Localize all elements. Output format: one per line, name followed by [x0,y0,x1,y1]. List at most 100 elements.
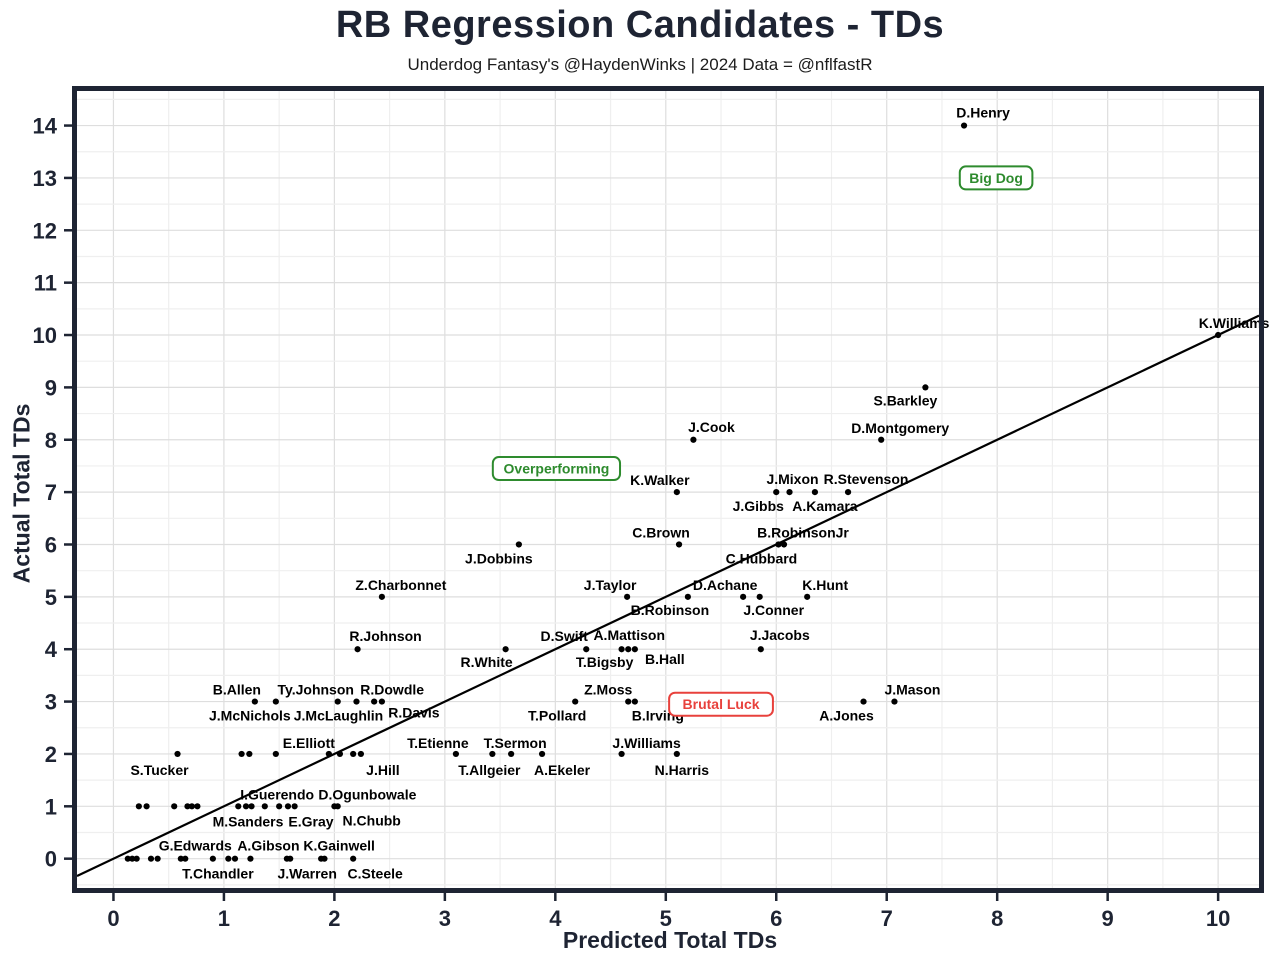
data-point [231,855,239,862]
data-point [378,593,385,600]
point-label: C.Steele [348,866,403,882]
data-point [325,750,332,758]
point-label: N.Chubb [343,812,401,828]
point-label: J.Mixon [766,471,818,487]
data-point [538,750,546,758]
y-tick-label: 14 [33,114,58,139]
data-point [272,698,279,705]
y-tick-label: 13 [33,166,57,191]
point-label: J.Mason [884,682,940,698]
data-point [124,855,131,862]
data-point [225,855,232,862]
data-point [133,855,140,862]
panel-border [72,86,1264,893]
point-label: R.Davis [388,705,440,721]
data-point [775,541,782,548]
y-tick-label: 2 [45,742,57,767]
data-point [631,646,638,653]
data-point [184,803,191,810]
point-label: K.Walker [630,472,690,488]
data-point [291,803,298,810]
x-tick-label: 4 [549,906,562,931]
point-label: J.Hill [366,762,399,778]
point-label: T.Chandler [182,866,254,882]
data-point [334,803,341,810]
annotation-label: Overperforming [504,461,610,477]
data-point [371,698,378,705]
point-label: Z.Charbonnet [355,577,446,593]
annotation-label: Big Dog [969,170,1023,186]
data-point [154,855,161,862]
data-point [780,541,788,548]
data-point [235,803,242,810]
y-tick-label: 1 [45,794,57,819]
point-label: D.Ogunbowale [318,786,416,802]
identity-line [76,314,1260,877]
data-point [625,698,632,705]
point-label: T.Sermon [484,735,547,751]
data-point [143,803,150,810]
point-label: N.Harris [655,762,710,778]
point-label: Ty.Johnson [277,682,353,698]
data-point [261,803,268,810]
point-label: A.Ekeler [534,762,591,778]
data-point [247,855,254,862]
point-label: J.Jacobs [750,627,810,643]
data-point [334,698,341,705]
x-tick-label: 0 [107,906,119,931]
point-label: S.Barkley [873,392,937,408]
y-tick-label: 3 [45,690,57,715]
x-tick-label: 1 [218,906,230,931]
data-point [284,803,292,810]
data-point [804,593,811,600]
data-point [248,803,255,810]
data-point [618,750,625,758]
data-point [922,384,929,391]
point-label: J.Taylor [584,577,637,593]
point-label: I.Guerendo [240,786,314,802]
point-label: C.Hubbard [726,550,798,566]
data-point [171,803,178,810]
point-label: E.Gray [288,813,333,829]
point-label: A.Gibson [237,838,299,854]
data-point [860,698,867,705]
data-point [489,750,496,758]
x-tick-label: 5 [660,906,672,931]
data-point [350,855,357,862]
point-label: J.Gibbs [733,498,785,514]
x-tick-label: 8 [991,906,1003,931]
data-point [844,489,852,496]
data-point [878,436,885,443]
data-point [287,855,294,862]
x-tick-label: 2 [328,906,340,931]
point-label: B.Hall [645,651,685,667]
data-point [378,698,385,705]
data-point [773,489,780,496]
point-label: M.Sanders [213,813,284,829]
data-point [740,593,747,600]
data-point [350,750,357,758]
point-label: J.Warren [278,866,337,882]
annotation-box [668,691,774,717]
data-point [515,541,522,548]
data-point [188,803,195,810]
data-point [336,750,344,758]
data-point [177,855,184,862]
x-tick-label: 3 [439,906,451,931]
data-point [673,489,680,496]
data-point [675,541,683,548]
data-point [318,855,325,862]
point-label: R.Dowdle [360,682,424,698]
data-point [624,593,631,600]
y-tick-label: 11 [34,271,57,296]
data-point [572,698,579,705]
point-label: B.Allen [213,682,261,698]
point-label: J.Dobbins [465,550,533,566]
y-tick-label: 7 [45,480,57,505]
data-point [353,698,360,705]
point-label: A.Kamara [792,498,858,514]
point-label: T.Bigsby [576,654,634,670]
point-label: Z.Moss [584,682,632,698]
x-tick-label: 7 [881,906,893,931]
